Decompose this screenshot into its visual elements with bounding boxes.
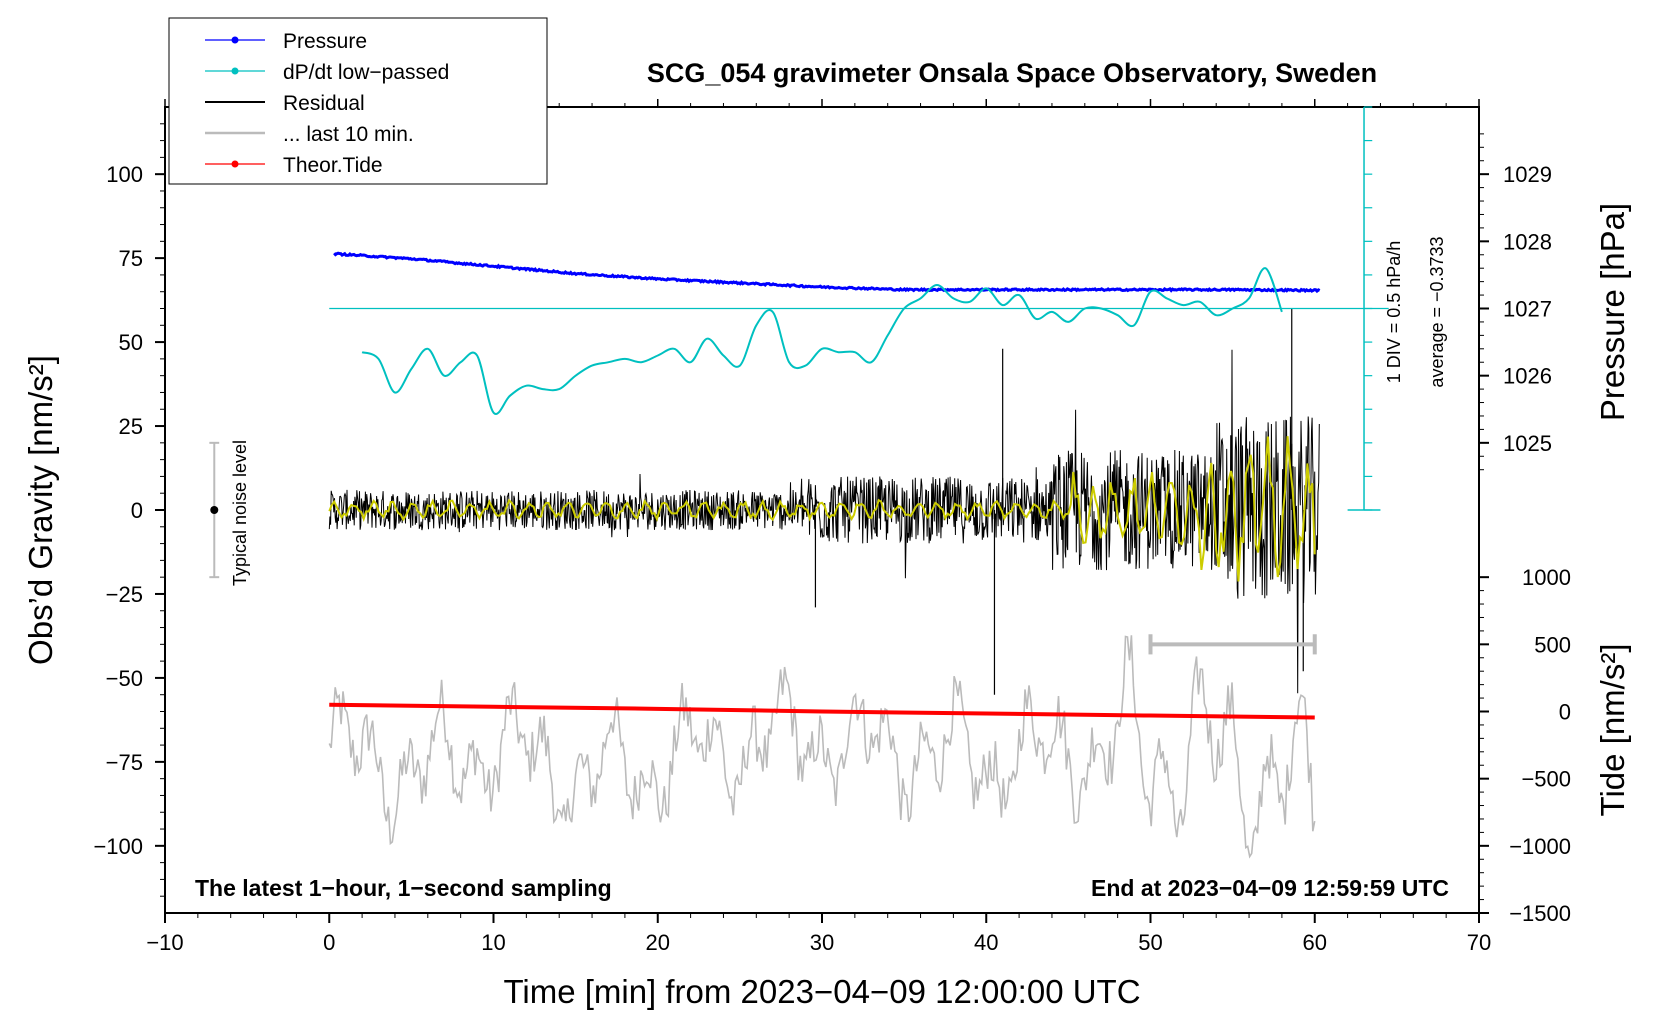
x-tick-label: 60 [1303, 930, 1327, 955]
y-tick-label: −100 [93, 834, 143, 859]
y-axis-label-left: Obs’d Gravity [nm/s²] [22, 355, 59, 665]
legend-label-pressure: Pressure [283, 30, 367, 53]
tide-tick-label: −1000 [1509, 834, 1571, 859]
legend-marker-dpdt [231, 67, 239, 75]
x-tick-label: 30 [810, 930, 834, 955]
tide-tick-label: 1000 [1522, 565, 1571, 590]
series-theor-tide [329, 702, 1315, 720]
legend-item-tide: Theor.Tide [205, 154, 383, 177]
legend-label-residual: Residual [283, 92, 365, 115]
series-dpdt [361, 267, 1283, 415]
x-tick-label: 50 [1138, 930, 1162, 955]
y-tick-label: −25 [106, 582, 143, 607]
tide-tick-label: 0 [1559, 700, 1571, 725]
pressure-tick-label: 1027 [1503, 297, 1552, 322]
noise-level-dot [210, 506, 219, 514]
legend-item-residual: Residual [205, 92, 365, 115]
pressure-tick-label: 1028 [1503, 229, 1552, 254]
dpdt-scale-label: 1 DIV = 0.5 hPa/h [1384, 241, 1404, 384]
y-tick-label: 0 [131, 498, 143, 523]
legend-item-dpdt: dP/dt low−passed [205, 61, 449, 84]
chart-title: SCG_054 gravimeter Onsala Space Observat… [647, 58, 1377, 88]
x-tick-label: 40 [974, 930, 998, 955]
tide-tick-label: −1500 [1509, 901, 1571, 926]
legend: Pressure dP/dt low−passed Residual ... l… [168, 17, 548, 185]
y-tick-label: −50 [106, 666, 143, 691]
x-axis-label: Time [min] from 2023−04−09 12:00:00 UTC [503, 973, 1140, 1010]
legend-marker-pressure [231, 36, 239, 44]
series-last-10-min [328, 635, 1316, 859]
series-residual [328, 349, 1320, 694]
y-axis-label-pressure: Pressure [hPa] [1594, 203, 1631, 421]
sampling-note: The latest 1−hour, 1−second sampling [195, 875, 612, 901]
x-tick-label: −10 [146, 930, 183, 955]
legend-label-last10: ... last 10 min. [283, 123, 414, 146]
legend-item-last10: ... last 10 min. [205, 123, 414, 146]
y-tick-label: 100 [106, 162, 143, 187]
legend-label-tide: Theor.Tide [283, 154, 383, 177]
x-tick-label: 10 [481, 930, 505, 955]
noise-level-label: Typical noise level [230, 440, 250, 586]
series-layer [328, 251, 1321, 859]
pressure-tick-label: 1029 [1503, 162, 1552, 187]
series-residual-lowpass [328, 436, 1316, 582]
y-tick-label: 50 [119, 330, 143, 355]
legend-item-pressure: Pressure [205, 30, 367, 53]
y-tick-label: 25 [119, 414, 143, 439]
pressure-tick-label: 1026 [1503, 364, 1552, 389]
decoration-layer [209, 106, 1389, 655]
x-tick-label: 20 [646, 930, 670, 955]
ticks-layer: −10 0 10 20 30 40 50 60 701007550250−25−50−75−10… [93, 99, 1571, 955]
legend-marker-tide [231, 160, 239, 168]
end-time-note: End at 2023−04−09 12:59:59 UTC [1091, 875, 1449, 901]
legend-label-dpdt: dP/dt low−passed [283, 61, 449, 84]
pressure-tick-label: 1025 [1503, 431, 1552, 456]
tide-tick-label: 500 [1534, 632, 1571, 657]
dpdt-average-label: average = −0.3733 [1427, 236, 1447, 387]
tide-tick-label: −500 [1521, 767, 1571, 792]
series-pressure [333, 251, 1321, 294]
x-tick-label: 0 [323, 930, 335, 955]
y-tick-label: 75 [119, 246, 143, 271]
x-tick-label: 70 [1467, 930, 1491, 955]
y-tick-label: −75 [106, 750, 143, 775]
y-axis-label-tide: Tide [nm/s²] [1594, 644, 1631, 817]
